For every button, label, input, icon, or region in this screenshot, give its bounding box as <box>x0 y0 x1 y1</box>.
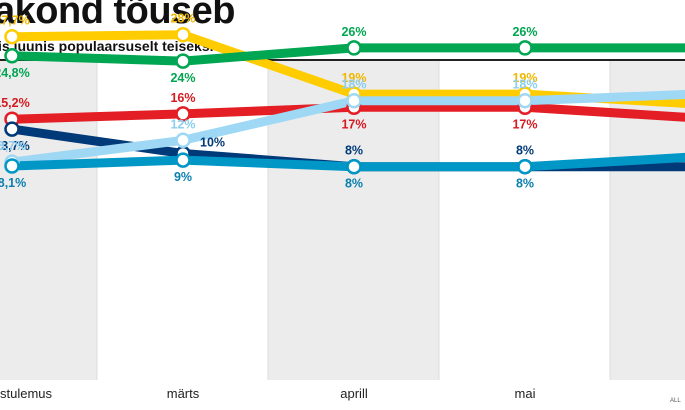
data-point <box>4 28 20 45</box>
data-point <box>517 92 533 109</box>
data-point <box>517 40 533 56</box>
data-label: 13,7% <box>0 139 30 153</box>
data-label: 17% <box>512 117 537 131</box>
data-point <box>517 158 533 175</box>
source-note: ALL <box>670 398 681 404</box>
chart-title: akond tõuseb <box>0 0 236 32</box>
x-tick-label: aprill <box>340 386 368 401</box>
data-point <box>175 152 191 168</box>
data-label: 18% <box>512 78 537 92</box>
data-point <box>175 106 191 122</box>
chart-subtitle: is juunis populaarsuselt teiseks. <box>0 38 214 54</box>
data-point <box>4 48 20 64</box>
data-point <box>175 53 191 69</box>
title-divider <box>0 59 685 61</box>
data-label: 17% <box>341 117 366 131</box>
data-point <box>346 92 362 109</box>
data-point <box>4 158 20 174</box>
data-label: 8,1% <box>0 176 26 190</box>
data-point <box>4 121 20 137</box>
data-label: 9% <box>174 170 192 184</box>
data-label: 8,7% <box>0 139 26 153</box>
data-label: 16% <box>170 91 195 105</box>
data-label: 8% <box>516 144 534 158</box>
data-label: 24% <box>170 71 195 85</box>
data-label: 12% <box>170 117 195 131</box>
data-point <box>175 26 191 43</box>
data-label: 19% <box>512 71 537 85</box>
data-point <box>346 158 362 175</box>
data-label: 26% <box>512 25 537 39</box>
data-labels: 27,7%28%19%19%24,8%24%26%26%215,2%16%17%… <box>0 12 538 191</box>
data-label: 8% <box>345 144 363 158</box>
x-tick-label: stulemus <box>0 386 53 401</box>
data-label: 26% <box>341 25 366 39</box>
data-label: 24,8% <box>0 66 30 80</box>
x-tick-label: mai <box>515 386 536 401</box>
data-label: 8% <box>345 177 363 191</box>
series-points <box>4 26 533 175</box>
data-label: 27,7% <box>0 14 30 28</box>
data-label: 18% <box>341 78 366 92</box>
data-label: 10% <box>200 136 225 150</box>
data-point <box>346 40 362 56</box>
data-label: 28% <box>170 12 195 26</box>
data-label: 19% <box>341 71 366 85</box>
x-axis-labels: stulemusmärtsaprillmaij <box>0 386 536 401</box>
data-label: 8% <box>516 177 534 191</box>
data-label: 15,2% <box>0 96 30 110</box>
data-point <box>175 132 191 149</box>
x-tick-label: märts <box>167 386 200 401</box>
